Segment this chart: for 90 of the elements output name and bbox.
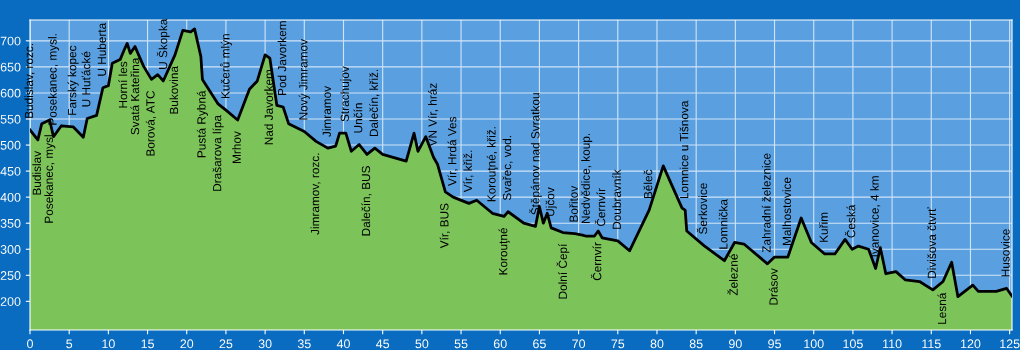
annotation: VN Vír, hráz [427,83,439,147]
annotation: Divišova čtvrť [927,207,937,278]
y-tick-label: 700 [0,36,21,46]
annotation: Dolní Čepí [556,243,570,299]
annotation: Horní les [118,61,128,108]
x-tick-label: 55 [454,339,468,349]
x-tick-label: 70 [572,339,586,349]
annotation: Korouţné, křiž. [486,127,498,202]
annotation: U Huberta [97,22,107,76]
annotation: Budislav, rozc. [24,44,35,118]
annotation: Vír, křiž. [463,150,474,193]
annotation: Běleč [643,169,653,199]
annotation: Ujčov [545,187,557,216]
y-tick-label: 500 [0,140,21,150]
annotation: Pod Javorkem [277,21,287,95]
annotation: Mrhov [232,131,241,163]
x-tick-label: 20 [180,339,194,349]
x-tick-label: 15 [141,339,154,349]
annotation: Korouţné [498,228,510,275]
annotation: Farský kopec [67,45,79,115]
annotation: Lesná [937,292,947,324]
annotation: Železné [727,254,738,296]
annotation: Kučerů mlýn [219,34,232,99]
annotation: Budislav [32,150,42,195]
x-tick-label: 110 [883,339,902,349]
annotation: Dalečín, křiž. [369,69,380,137]
x-tick-label: 120 [960,339,981,349]
x-tick-label: 35 [297,339,311,349]
annotation: U Huťácké [81,51,91,107]
x-tick-label: 50 [415,339,429,349]
annotation: Šerkovice [696,183,708,234]
x-tick-label: 45 [376,339,390,349]
y-tick-label: 400 [0,192,21,202]
annotation: Borová, ATC [145,90,157,156]
y-tick-label: 450 [0,166,21,176]
x-tick-label: 40 [336,339,350,349]
x-tick-label: 85 [689,339,703,349]
x-tick-label: 0 [27,339,33,349]
annotation: Pustá Rybná [196,90,208,158]
annotation: Zahradní železnice [761,153,771,253]
annotation: Lomnice u Tišnova [679,100,689,199]
x-tick-label: 25 [219,339,233,349]
annotation: Svatá Kateřina [130,57,140,135]
annotation: Vír, Hrdá Ves [447,116,458,186]
annotation: Černvír [590,242,602,281]
x-tick-label: 115 [922,339,941,349]
annotation: Posekanec, mysl. [44,132,56,223]
annotation: Kuřim [819,212,828,242]
y-tick-label: 600 [0,88,21,98]
annotation: U Škopka [156,18,170,69]
x-tick-label: 90 [728,339,742,349]
x-tick-label: 30 [258,339,272,349]
annotation: Nový Jimramov [298,39,310,120]
annotation: Malhostovice [782,177,792,245]
annotation: Husovice [1001,229,1010,277]
x-tick-label: 65 [533,339,546,349]
annotation: Ivanovice, 4 km [870,176,881,257]
x-tick-label: 125 [1000,339,1020,349]
annotation: Nedvědice, koup. [581,133,593,224]
y-tick-label: 550 [0,114,21,124]
x-tick-label: 80 [650,339,664,349]
annotation: Černvír [594,188,606,227]
x-tick-label: 105 [843,339,863,349]
annotation: Jimramov [322,85,331,137]
y-tick-label: 200 [0,297,21,306]
annotation: Dalečín, BUS [361,166,372,236]
annotation: Bořitov [569,185,578,222]
x-tick-label: 10 [102,339,115,349]
annotation: Unčín [353,103,363,133]
annotation: Nad Javorkem [264,69,273,145]
y-tick-label: 350 [0,218,21,228]
y-tick-label: 650 [0,62,21,72]
annotation: Doubravník [612,169,621,229]
annotation: Jimramov, rozc. [310,153,321,235]
annotation: Česká [844,204,856,238]
annotation: Vír, BUS [439,203,450,249]
annotation: Drásov [768,268,778,305]
x-tick-label: 100 [804,339,824,349]
annotation: Svařec, vod. [502,136,513,201]
x-tick-label: 5 [66,339,73,349]
annotation: Lomnička [718,199,728,249]
annotation: Drašarova lípa [212,114,224,191]
x-tick-label: 95 [768,339,781,349]
annotation: Bukovina [169,66,179,114]
x-tick-label: 75 [611,339,625,349]
annotation: Strachujov [340,66,352,122]
annotation: Posekanec, mysl. [48,34,60,125]
x-tick-label: 60 [493,339,507,349]
y-tick-label: 300 [0,245,21,254]
y-tick-label: 250 [0,271,21,280]
